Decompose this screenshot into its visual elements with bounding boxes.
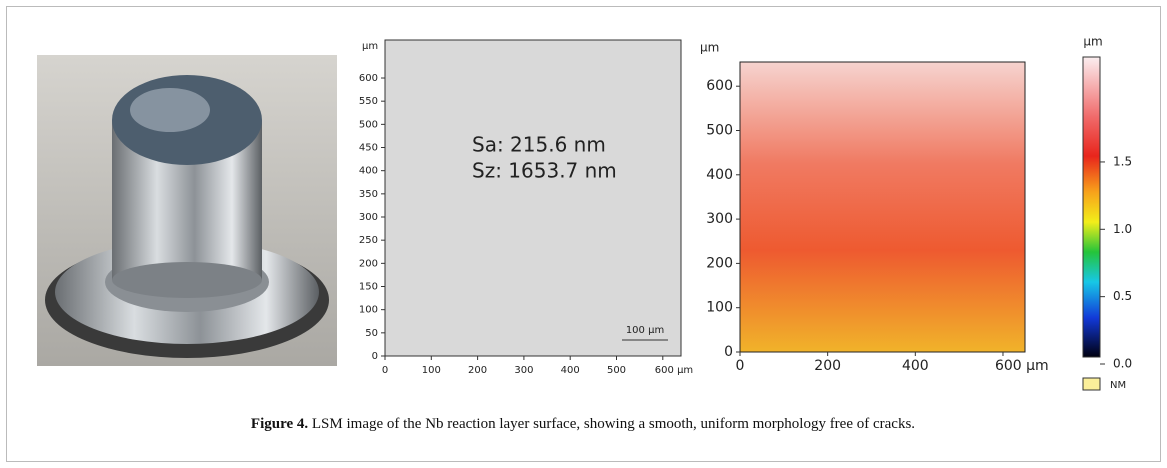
y-tick-label: 100 [359, 305, 378, 316]
colorbar-tick-label: 0.5 [1113, 289, 1132, 303]
y-tick-label: 0 [372, 351, 378, 362]
y-tick-label: 150 [359, 282, 378, 293]
x-tick-label: 500 [607, 365, 626, 376]
y-tick-label: 100 [706, 300, 733, 316]
y-tick-label: 550 [359, 96, 378, 107]
y-tick-label: 400 [706, 167, 733, 183]
y-tick-label: 450 [359, 143, 378, 154]
axis-unit: µm [700, 41, 719, 55]
y-tick-label: 300 [706, 211, 733, 227]
x-tick-label: 0 [736, 358, 745, 374]
y-tick-label: 600 [359, 73, 378, 84]
colorbar-tick-label: 1.5 [1113, 154, 1132, 168]
colorbar [1082, 56, 1101, 358]
y-tick-label: 200 [359, 258, 378, 269]
annotation: Sa: 215.6 nm [472, 133, 606, 157]
axis-unit: µm [362, 41, 378, 52]
y-tick-label: 350 [359, 189, 378, 200]
x-tick-label: 400 [902, 358, 929, 374]
x-tick-label: 200 [814, 358, 841, 374]
nm-swatch [1082, 377, 1101, 391]
colorbar-unit: µm [1083, 35, 1102, 49]
caption-text: LSM image of the Nb reaction layer surfa… [308, 416, 915, 432]
x-tick-label: 200 [468, 365, 487, 376]
colorbar-tick-label: 1.0 [1113, 222, 1132, 236]
photo [37, 55, 337, 366]
annotation: Sz: 1653.7 nm [472, 159, 617, 183]
y-tick-label: 250 [359, 235, 378, 246]
y-tick-label: 500 [706, 123, 733, 139]
caption-label: Figure 4. [251, 416, 308, 432]
nm-label: NM [1110, 380, 1126, 391]
y-tick-label: 400 [359, 166, 378, 177]
y-tick-label: 200 [706, 255, 733, 271]
y-tick-label: 300 [359, 212, 378, 223]
x-tick-label: 100 [422, 365, 441, 376]
y-tick-label: 0 [724, 344, 733, 360]
height-map-image [739, 61, 1026, 353]
y-tick-label: 500 [359, 119, 378, 130]
scale-bar-label: 100 µm [626, 325, 664, 336]
colorbar-tick-label: 0.0 [1113, 357, 1132, 371]
x-tick-label: 400 [561, 365, 580, 376]
micrograph-image [384, 39, 682, 357]
height-map-panel: µm µm NM [700, 35, 1126, 392]
y-tick-label: 600 [706, 78, 733, 94]
x-tick-label: 300 [514, 365, 533, 376]
x-tick-label: 600 µm [655, 365, 693, 376]
x-tick-label: 600 µm [995, 358, 1049, 374]
micrograph-panel: Sa: 215.6 nm Sz: 1653.7 nm 100 µm µm [362, 39, 682, 357]
caption: Figure 4. LSM image of the Nb reaction l… [251, 416, 915, 432]
x-tick-label: 0 [382, 365, 388, 376]
y-tick-label: 50 [365, 328, 378, 339]
figure-frame [6, 6, 1161, 462]
